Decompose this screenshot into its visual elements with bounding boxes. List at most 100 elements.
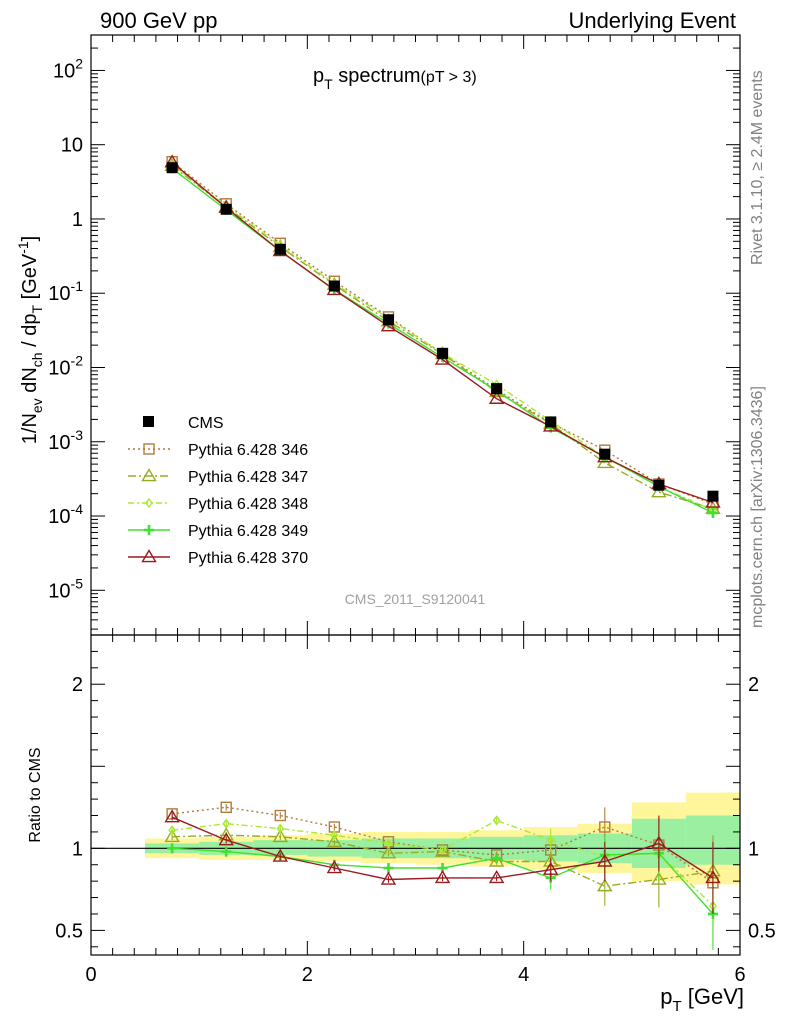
side-text-rivet: Rivet 3.1.10, ≥ 2.4M events [749,70,766,265]
data-point [545,416,557,428]
header-right: Underlying Event [568,8,736,33]
header-left: 900 GeV pp [100,8,217,33]
ratio-1-point [220,801,232,814]
legend-marker-cms [143,416,154,427]
ratio-3-point [384,838,393,849]
ratio-plot-content [91,792,740,951]
x-tick-label: 2 [302,964,313,986]
ratio-band-green [253,840,308,855]
ratio-2-point [272,828,289,843]
ratio-y-axis-label: Ratio to CMS [27,747,44,842]
ratio-3-point [546,834,555,846]
ratio-2-point [651,871,667,885]
y-tick-label: 10-1 [48,278,83,305]
series-line-5 [171,161,714,504]
legend-label-cms: CMS [188,415,224,432]
ratio-4-point [383,863,394,874]
main-y-axis-label: 1/Nev dNch / dpT [GeV-1] [15,236,45,444]
data-point [653,479,665,491]
ratio-5-point [272,848,289,862]
x-tick-label: 6 [734,964,745,986]
data-point [491,383,503,395]
main-plot-content [164,154,721,518]
ratio-1-point [274,809,286,822]
ratio-y-tick-label-right: 0.5 [748,920,776,942]
series-4-point [707,507,718,518]
y-tick-label: 102 [53,55,83,82]
ratio-y-tick-label: 1 [72,838,83,860]
y-tick-label: 10-3 [48,427,83,454]
ratio-5-point [164,809,180,823]
y-tick-label: 10-5 [48,575,83,602]
ratio-4-point [491,853,502,864]
legend-label-4: Pythia 6.428 349 [188,523,308,540]
series-line-2 [171,165,714,510]
data-point [707,490,719,502]
data-point [382,314,394,326]
ratio-frame [90,634,741,956]
side-text-mcplots: mcplots.cern.ch [arXiv:1306.3436] [749,386,766,628]
legend-marker-1 [143,443,155,455]
ratio-3-point [438,844,447,856]
data-point [274,243,286,255]
ratio-5-point [380,871,397,885]
ratio-2-point [380,845,397,859]
ratio-y-tick-label-right: 1 [748,838,759,860]
ratio-3-point [492,815,501,826]
series-line-3 [171,164,714,511]
series-5-point [488,390,505,404]
ratio-5-point [326,860,343,874]
legend: CMS Pythia 6.428 346 Pythia 6.428 347 Pythi… [128,415,308,567]
ratio-panel: 0 2 4 60.5 0.51 12 2 Ratio to CMS [27,634,776,986]
main-panel: 102 10 1 10-1 10-2 10-3 10-4 10-5 pT spectrum(p… [15,34,741,636]
ratio-2-point [326,833,343,848]
ratio-1-point [599,821,611,833]
x-axis-label: pT [GeV] [660,984,744,1015]
data-point [599,448,611,460]
ratio-3-point [222,818,231,829]
legend-label-5: Pythia 6.428 370 [188,550,308,567]
series-line-4 [171,167,714,514]
legend-marker-4 [144,525,154,535]
ratio-4-point [221,846,232,857]
ratio-y-tick-label: 0.5 [55,920,83,942]
ratio-3-point [330,830,339,841]
ratio-5-point [434,869,451,884]
ratio-4-point [167,843,178,854]
data-point [220,203,232,215]
ratio-y-tick-label: 2 [72,674,83,696]
analysis-watermark: CMS_2011_S9120041 [345,591,486,607]
legend-label-1: Pythia 6.428 346 [188,442,308,459]
legend-marker-3 [145,497,153,509]
main-frame [90,34,741,636]
y-tick-label: 10-4 [48,501,83,528]
y-tick-label: 10 [61,135,83,157]
main-title: pT spectrum(pT > 3) [313,65,477,92]
ratio-3-point [168,825,176,836]
main-ticks: 102 10 1 10-1 10-2 10-3 10-4 10-5 [48,34,741,635]
ratio-5-point [597,853,613,867]
data-point [166,162,178,174]
ratio-ticks: 0 2 4 60.5 0.51 12 2 [55,635,776,986]
legend-marker-5 [141,549,157,563]
legend-label-3: Pythia 6.428 348 [188,496,308,513]
y-tick-label: 1 [72,209,83,231]
ratio-5-point [542,861,559,875]
ratio-y-tick-label-right: 2 [748,674,759,696]
x-tick-label: 0 [85,964,96,986]
ratio-3-point [276,823,285,834]
ratio-2-point [488,853,505,867]
y-tick-label: 10-2 [48,352,83,379]
ratio-2-point [164,828,180,843]
ratio-5-point [218,832,234,846]
series-2-point [651,484,667,498]
ratio-5-point [488,869,505,884]
legend-label-2: Pythia 6.428 347 [188,469,308,486]
data-point [437,347,449,359]
ratio-2-point [597,878,613,892]
x-tick-label: 4 [518,964,529,986]
ratio-5-point [651,835,667,849]
data-point [328,280,340,292]
legend-marker-2 [141,468,157,482]
